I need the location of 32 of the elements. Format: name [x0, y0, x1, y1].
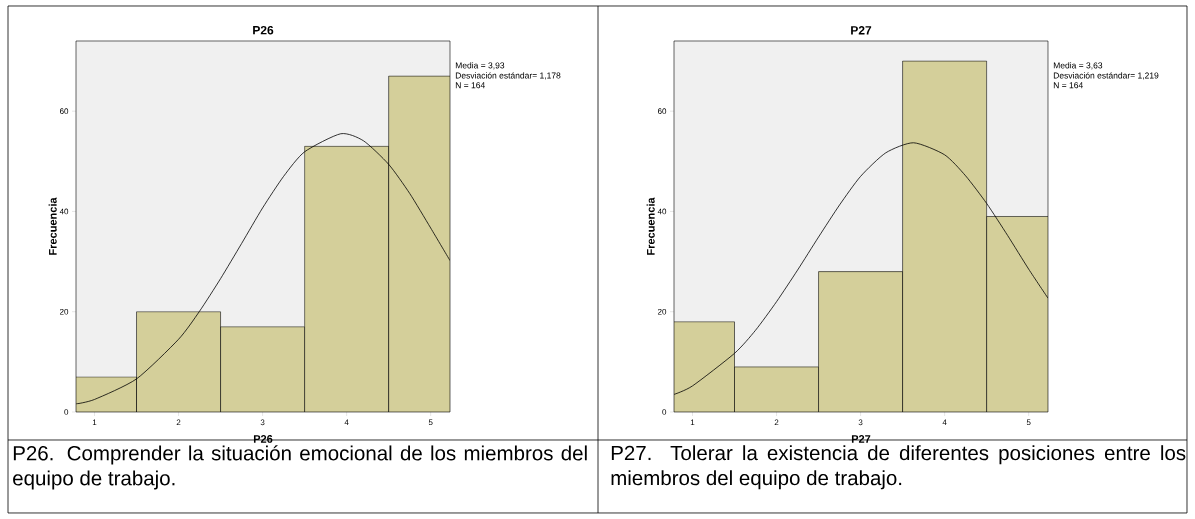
x-axis-title: P27: [851, 435, 871, 443]
y-tick-label: 0: [662, 409, 667, 415]
text: N = 164: [1053, 82, 1083, 89]
text: N = 164: [455, 82, 485, 89]
y-tick-label: 40: [657, 208, 667, 215]
y-axis-title: Frecuencia: [646, 197, 655, 255]
text: Media = 3,63: [1053, 62, 1103, 70]
y-tick-label: 60: [59, 108, 69, 115]
y-tick-label: 0: [64, 409, 69, 415]
x-tick-label: 3: [260, 419, 265, 426]
y-tick-label: 60: [657, 108, 667, 115]
text: Desviación estándar= 1,219: [1053, 72, 1159, 80]
y-tick-label: 20: [657, 308, 667, 315]
chart-title: P26: [253, 25, 274, 35]
chart-title: P27: [851, 26, 872, 35]
y-tick-label: 20: [59, 308, 69, 315]
x-tick-label: 1: [690, 419, 695, 426]
text: P27. Tolerar la existencia de diferentes posiciones entre los miembros del equipo de trabajo.: [611, 445, 1186, 490]
x-tick-label: 3: [858, 419, 863, 426]
x-tick-label: 2: [176, 419, 181, 426]
y-axis-title: Frecuencia: [48, 197, 57, 255]
x-tick-label: 1: [92, 419, 97, 426]
text: P26. Comprender la situación emocional de los miembros del equipo de trabajo.: [13, 445, 587, 490]
text: Media = 3,93: [455, 62, 505, 70]
text: Desviación estándar= 1,178: [455, 72, 561, 80]
x-tick-label: 5: [428, 419, 433, 426]
x-tick-label: 2: [774, 419, 779, 426]
y-tick-label: 40: [59, 208, 69, 215]
x-tick-label: 4: [942, 419, 947, 426]
x-tick-label: 5: [1026, 419, 1031, 426]
x-axis-title: P26: [253, 435, 273, 443]
x-tick-label: 4: [344, 419, 349, 426]
